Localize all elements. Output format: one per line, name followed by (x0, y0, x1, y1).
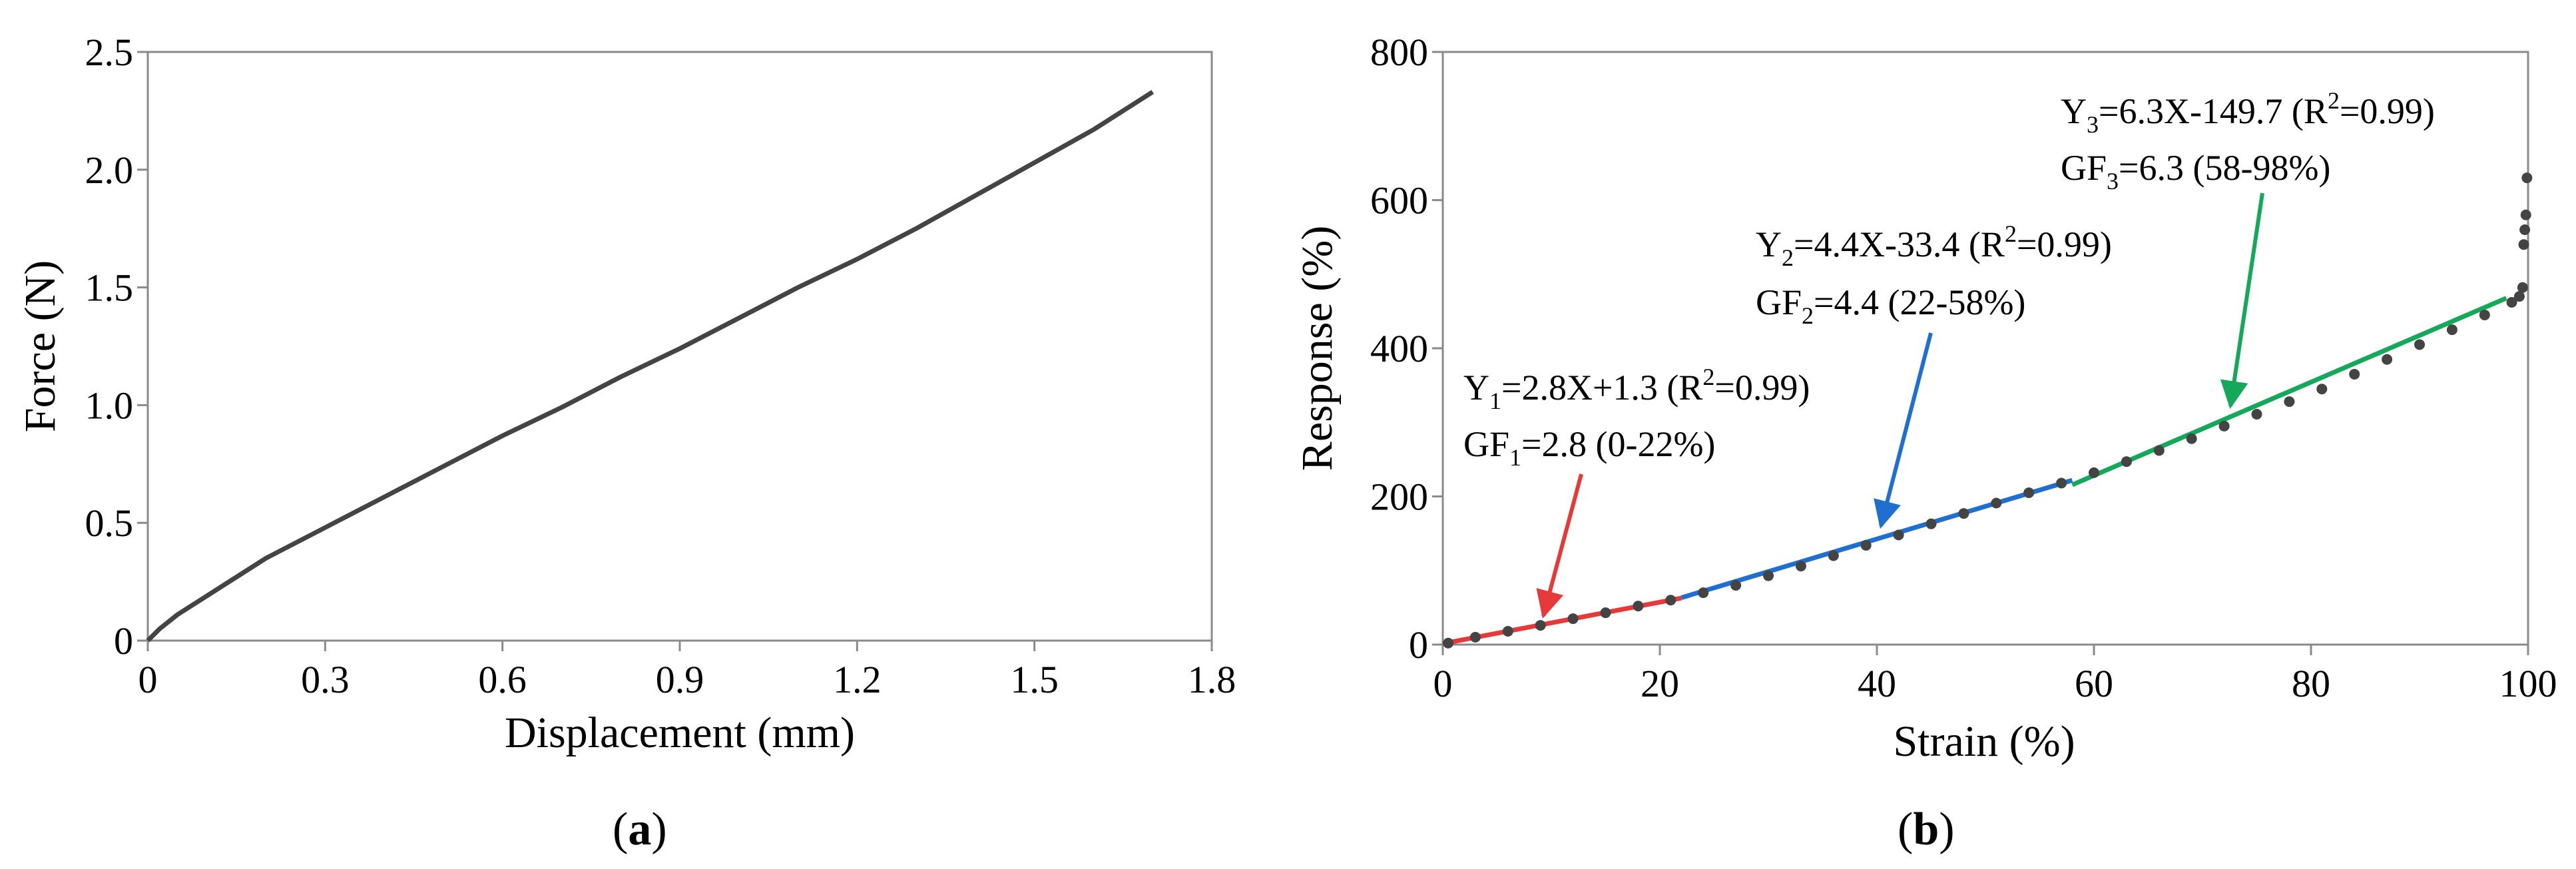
panel-a-x-axis-label: Displacement (mm) (505, 709, 855, 757)
data-point (1567, 613, 1579, 625)
data-point (1502, 625, 1513, 637)
data-point (2089, 467, 2099, 478)
data-point (1763, 570, 1774, 581)
fit-1-arrow (1536, 473, 1583, 619)
panel-a-x-tick-label: 0.6 (478, 658, 527, 701)
data-point (2479, 309, 2490, 320)
fit-3-equation: Y3=6.3X-149.7 (R2=0.99) (2061, 87, 2435, 138)
panel-b-y-tick-label: 600 (1370, 179, 1428, 222)
data-point (1926, 518, 1937, 529)
data-point (2056, 477, 2067, 489)
data-point (1860, 539, 1872, 551)
panel-b-x-tick-label: 40 (1858, 662, 1896, 705)
data-point (2023, 487, 2035, 498)
data-point (2520, 209, 2531, 220)
panel-b-data-points (1443, 172, 2533, 649)
panel-a-label: (a) (613, 804, 667, 855)
panel-a-y-tick-label: 0 (114, 619, 133, 663)
data-point (2518, 239, 2529, 250)
annotation-fit-1: Y1=2.8X+1.3 (R2=0.99) GF1=2.8 (0-22%) (1463, 364, 1810, 619)
data-point (1600, 607, 1611, 619)
data-point (2519, 224, 2531, 235)
data-point (2121, 456, 2132, 467)
fit-2-arrow (1874, 332, 1933, 529)
fit-2-gauge-factor: GF2=4.4 (22-58%) (1756, 282, 2025, 329)
panel-b-x-axis-label: Strain (%) (1893, 717, 2075, 766)
panel-a-x-tick-label: 0.9 (656, 658, 704, 701)
data-point (1633, 601, 1644, 612)
data-point (1469, 631, 1481, 643)
panel-b-x-tick-label: 100 (2499, 662, 2557, 705)
data-point (1893, 529, 1904, 541)
data-point (1665, 595, 1676, 606)
panel-b-y-tick-label: 0 (1409, 623, 1428, 667)
data-point (2251, 409, 2262, 420)
data-point (1828, 550, 1839, 561)
panel-a-force-curve (146, 90, 1155, 643)
panel-b-x-tick-label: 20 (1641, 662, 1679, 705)
data-point (1730, 580, 1742, 591)
data-point (2218, 420, 2230, 432)
data-point (1443, 637, 1454, 649)
panel-a-x-tick-label: 1.5 (1010, 658, 1059, 701)
panel-b-plot-frame (1441, 51, 2529, 646)
fit-line-3 (2071, 296, 2507, 487)
data-point (1535, 620, 1546, 631)
panel-a-force-displacement: 0 0.3 0.6 0.9 1.2 1.5 1.8 0 0.5 1.0 1.5 2.0 2.5 Disp… (16, 31, 1236, 855)
panel-a-y-tick-label: 0.5 (85, 501, 134, 545)
data-point (1698, 587, 1709, 599)
panel-a-x-tick-label: 0 (138, 658, 158, 701)
panel-b-x-tick-label: 80 (2292, 662, 2330, 705)
panel-a-x-tick-label: 1.8 (1188, 658, 1236, 701)
panel-b-label: (b) (1898, 804, 1955, 855)
data-point (2506, 297, 2517, 308)
panel-b-y-axis-label: Response (%) (1293, 226, 1342, 471)
panel-a-y-tick-label: 1.5 (85, 266, 134, 310)
panel-a-x-tick-label: 0.3 (301, 658, 350, 701)
fit-3-arrow (2220, 192, 2264, 410)
panel-a-x-tick-label: 1.2 (833, 658, 882, 701)
panel-b-x-tick-label: 0 (1433, 662, 1453, 705)
panel-a-ticks: 0 0.3 0.6 0.9 1.2 1.5 1.8 0 0.5 1.0 1.5 2.0 2.5 (85, 31, 1236, 701)
panel-b-ticks: 0 20 40 60 80 100 0 200 400 600 800 (1370, 31, 2557, 705)
fit-3-gauge-factor: GF3=6.3 (58-98%) (2061, 148, 2330, 194)
data-point (2186, 433, 2197, 444)
data-point (2521, 172, 2533, 184)
panel-a-y-tick-label: 2.0 (85, 148, 134, 192)
panel-b-fit-lines (1442, 296, 2507, 646)
panel-b-response-strain: 0 20 40 60 80 100 0 200 400 600 800 Y1=2.8X+1.3 (R… (1293, 31, 2557, 855)
fit-1-equation: Y1=2.8X+1.3 (R2=0.99) (1463, 364, 1810, 414)
data-point (2382, 354, 2393, 365)
data-point (2284, 396, 2295, 408)
data-point (1991, 497, 2002, 509)
data-point (2446, 324, 2457, 336)
data-point (1958, 508, 1969, 519)
panel-b-y-tick-label: 400 (1370, 327, 1428, 370)
annotation-fit-2: Y2=4.4X-33.4 (R2=0.99) GF2=4.4 (22-58%) (1756, 220, 2112, 529)
panel-a-y-tick-label: 2.5 (85, 31, 134, 74)
panel-a-y-axis-label: Force (N) (16, 260, 65, 432)
panel-b-y-tick-label: 800 (1370, 31, 1428, 74)
data-point (2513, 291, 2525, 302)
data-point (2349, 368, 2360, 380)
data-point (2517, 282, 2528, 293)
data-point (2316, 384, 2328, 395)
fit-line-2 (1680, 477, 2073, 600)
fit-1-gauge-factor: GF1=2.8 (0-22%) (1463, 424, 1715, 471)
data-point (2153, 445, 2165, 456)
panel-a-y-tick-label: 1.0 (85, 384, 134, 427)
fit-2-equation: Y2=4.4X-33.4 (R2=0.99) (1756, 220, 2112, 271)
panel-b-x-tick-label: 60 (2075, 662, 2113, 705)
panel-b-y-tick-label: 200 (1370, 475, 1428, 519)
data-point (1795, 561, 1806, 572)
data-point (2414, 339, 2425, 350)
annotation-fit-3: Y3=6.3X-149.7 (R2=0.99) GF3=6.3 (58-98%) (2061, 87, 2435, 410)
